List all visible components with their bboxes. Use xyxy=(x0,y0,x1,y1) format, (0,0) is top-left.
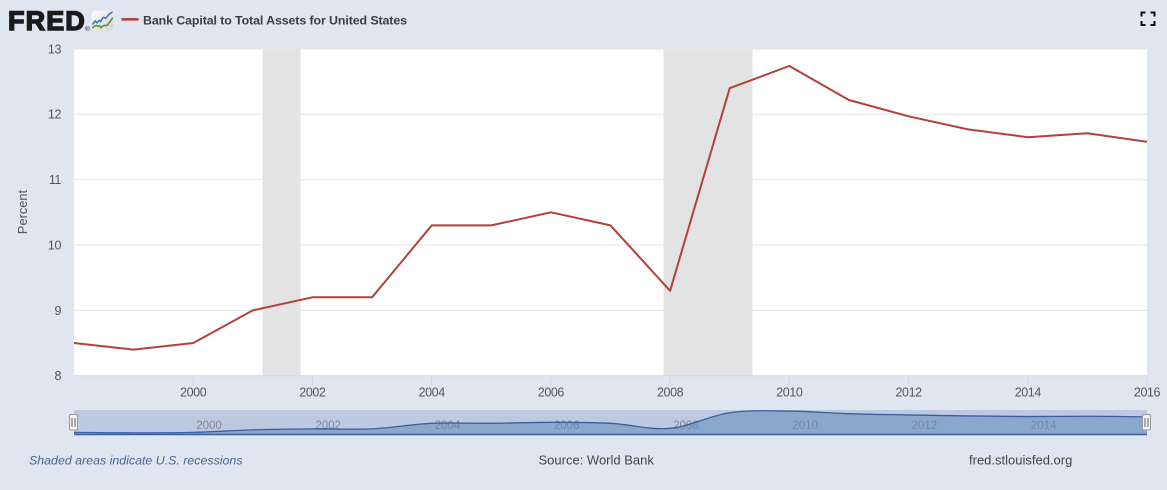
svg-text:13: 13 xyxy=(48,42,62,56)
svg-text:12: 12 xyxy=(48,108,62,122)
svg-text:2016: 2016 xyxy=(1134,385,1161,399)
svg-text:Percent: Percent xyxy=(15,190,30,235)
svg-text:2000: 2000 xyxy=(196,420,222,432)
svg-text:fred.stlouisfed.org: fred.stlouisfed.org xyxy=(969,453,1072,468)
svg-text:Source: World Bank: Source: World Bank xyxy=(539,453,655,468)
svg-text:2010: 2010 xyxy=(776,385,803,399)
svg-text:2014: 2014 xyxy=(1015,385,1042,399)
svg-text:2012: 2012 xyxy=(895,385,922,399)
svg-text:Bank Capital to Total Assets f: Bank Capital to Total Assets for United … xyxy=(143,13,407,27)
svg-text:10: 10 xyxy=(48,238,62,252)
svg-text:FRED: FRED xyxy=(8,6,86,36)
svg-text:2002: 2002 xyxy=(299,385,326,399)
svg-text:Shaded areas indicate U.S. rec: Shaded areas indicate U.S. recessions xyxy=(29,454,243,468)
svg-text:2004: 2004 xyxy=(419,385,446,399)
svg-text:9: 9 xyxy=(54,304,61,318)
svg-text:®: ® xyxy=(85,25,90,33)
svg-text:8: 8 xyxy=(54,369,61,383)
svg-text:2006: 2006 xyxy=(538,385,565,399)
svg-text:2008: 2008 xyxy=(657,385,684,399)
svg-text:11: 11 xyxy=(49,173,62,187)
svg-text:2000: 2000 xyxy=(180,385,207,399)
